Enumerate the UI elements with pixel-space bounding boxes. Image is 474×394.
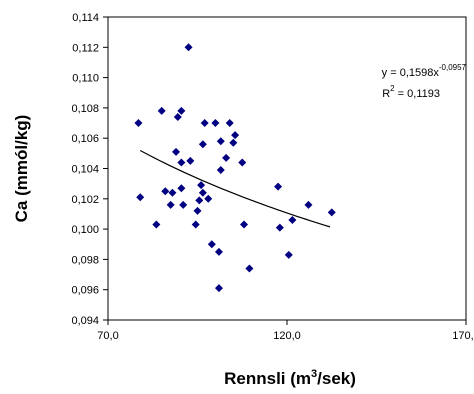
trend-equation-exponent: -0,0957 — [439, 63, 467, 72]
data-point — [166, 200, 175, 209]
data-point — [216, 166, 225, 175]
data-point — [327, 208, 336, 217]
y-tick-label: 0,094 — [71, 315, 99, 327]
data-point — [172, 147, 181, 156]
y-tick-label: 0,100 — [71, 224, 99, 236]
data-point — [177, 184, 186, 193]
data-point — [240, 220, 249, 229]
data-point — [214, 247, 223, 256]
data-point — [191, 220, 200, 229]
x-axis-title: Rennsli (m3/sek) — [224, 368, 356, 388]
data-point — [168, 188, 177, 197]
y-tick-label: 0,096 — [71, 285, 99, 297]
data-point — [184, 43, 193, 52]
data-point — [152, 220, 161, 229]
data-point — [193, 206, 202, 215]
x-axis-title-main: Rennsli (m — [224, 369, 311, 388]
data-point — [179, 200, 188, 209]
data-point — [200, 119, 209, 128]
data-point — [186, 156, 195, 165]
data-points — [134, 43, 336, 293]
data-point — [275, 223, 284, 232]
r2-value: = 0,1193 — [395, 88, 440, 100]
data-point — [284, 250, 293, 259]
data-point — [177, 106, 186, 115]
plot-area-border — [107, 16, 467, 321]
data-point — [225, 119, 234, 128]
y-tick-label: 0,112 — [72, 42, 99, 54]
data-point — [214, 284, 223, 293]
data-point — [222, 153, 231, 162]
data-point — [207, 240, 216, 249]
y-tick-label: 0,098 — [71, 254, 99, 266]
y-tick-label: 0,106 — [71, 133, 99, 145]
data-point — [195, 196, 204, 205]
y-tick-label: 0,114 — [72, 12, 99, 24]
data-point — [204, 194, 213, 203]
trend-equation: y = 0,1598x-0,0957 — [382, 63, 467, 79]
x-tick-label: 170,0 — [452, 330, 474, 342]
data-point — [198, 188, 207, 197]
y-tick-label: 0,102 — [71, 194, 99, 206]
y-tick-label: 0,108 — [71, 103, 99, 115]
data-point — [211, 119, 220, 128]
y-tick-label: 0,104 — [71, 164, 99, 176]
data-point — [229, 138, 238, 147]
trendline — [139, 149, 331, 228]
data-point — [288, 216, 297, 225]
r2-superscript: 2 — [390, 84, 395, 93]
trend-r-squared: R2 = 0,1193 — [382, 84, 440, 100]
data-point — [198, 140, 207, 149]
y-axis-title: Ca (mmól/kg) — [12, 115, 31, 223]
data-point — [173, 112, 182, 121]
data-point — [238, 158, 247, 167]
data-point — [231, 131, 240, 140]
data-point — [161, 187, 170, 196]
data-point — [197, 181, 206, 190]
trend-equation-main: y = 0,1598x — [382, 67, 440, 79]
data-point — [136, 193, 145, 202]
data-point — [274, 182, 283, 191]
data-point — [134, 119, 143, 128]
y-axis-ticks: 0,094 0,096 0,098 0,100 0,102 0,104 0,106 0,108… — [71, 12, 108, 327]
x-axis-ticks: 70,0 120,0 170,0 — [97, 320, 474, 342]
r2-prefix: R — [382, 88, 390, 100]
x-tick-label: 70,0 — [97, 330, 118, 342]
data-point — [245, 264, 254, 273]
x-axis-title-end: /sek) — [317, 369, 356, 388]
data-point — [216, 137, 225, 146]
data-point — [157, 106, 166, 115]
x-tick-label: 120,0 — [273, 330, 301, 342]
data-point — [304, 200, 313, 209]
data-point — [177, 158, 186, 167]
x-axis-title-superscript: 3 — [311, 368, 317, 380]
y-tick-label: 0,110 — [72, 73, 99, 85]
